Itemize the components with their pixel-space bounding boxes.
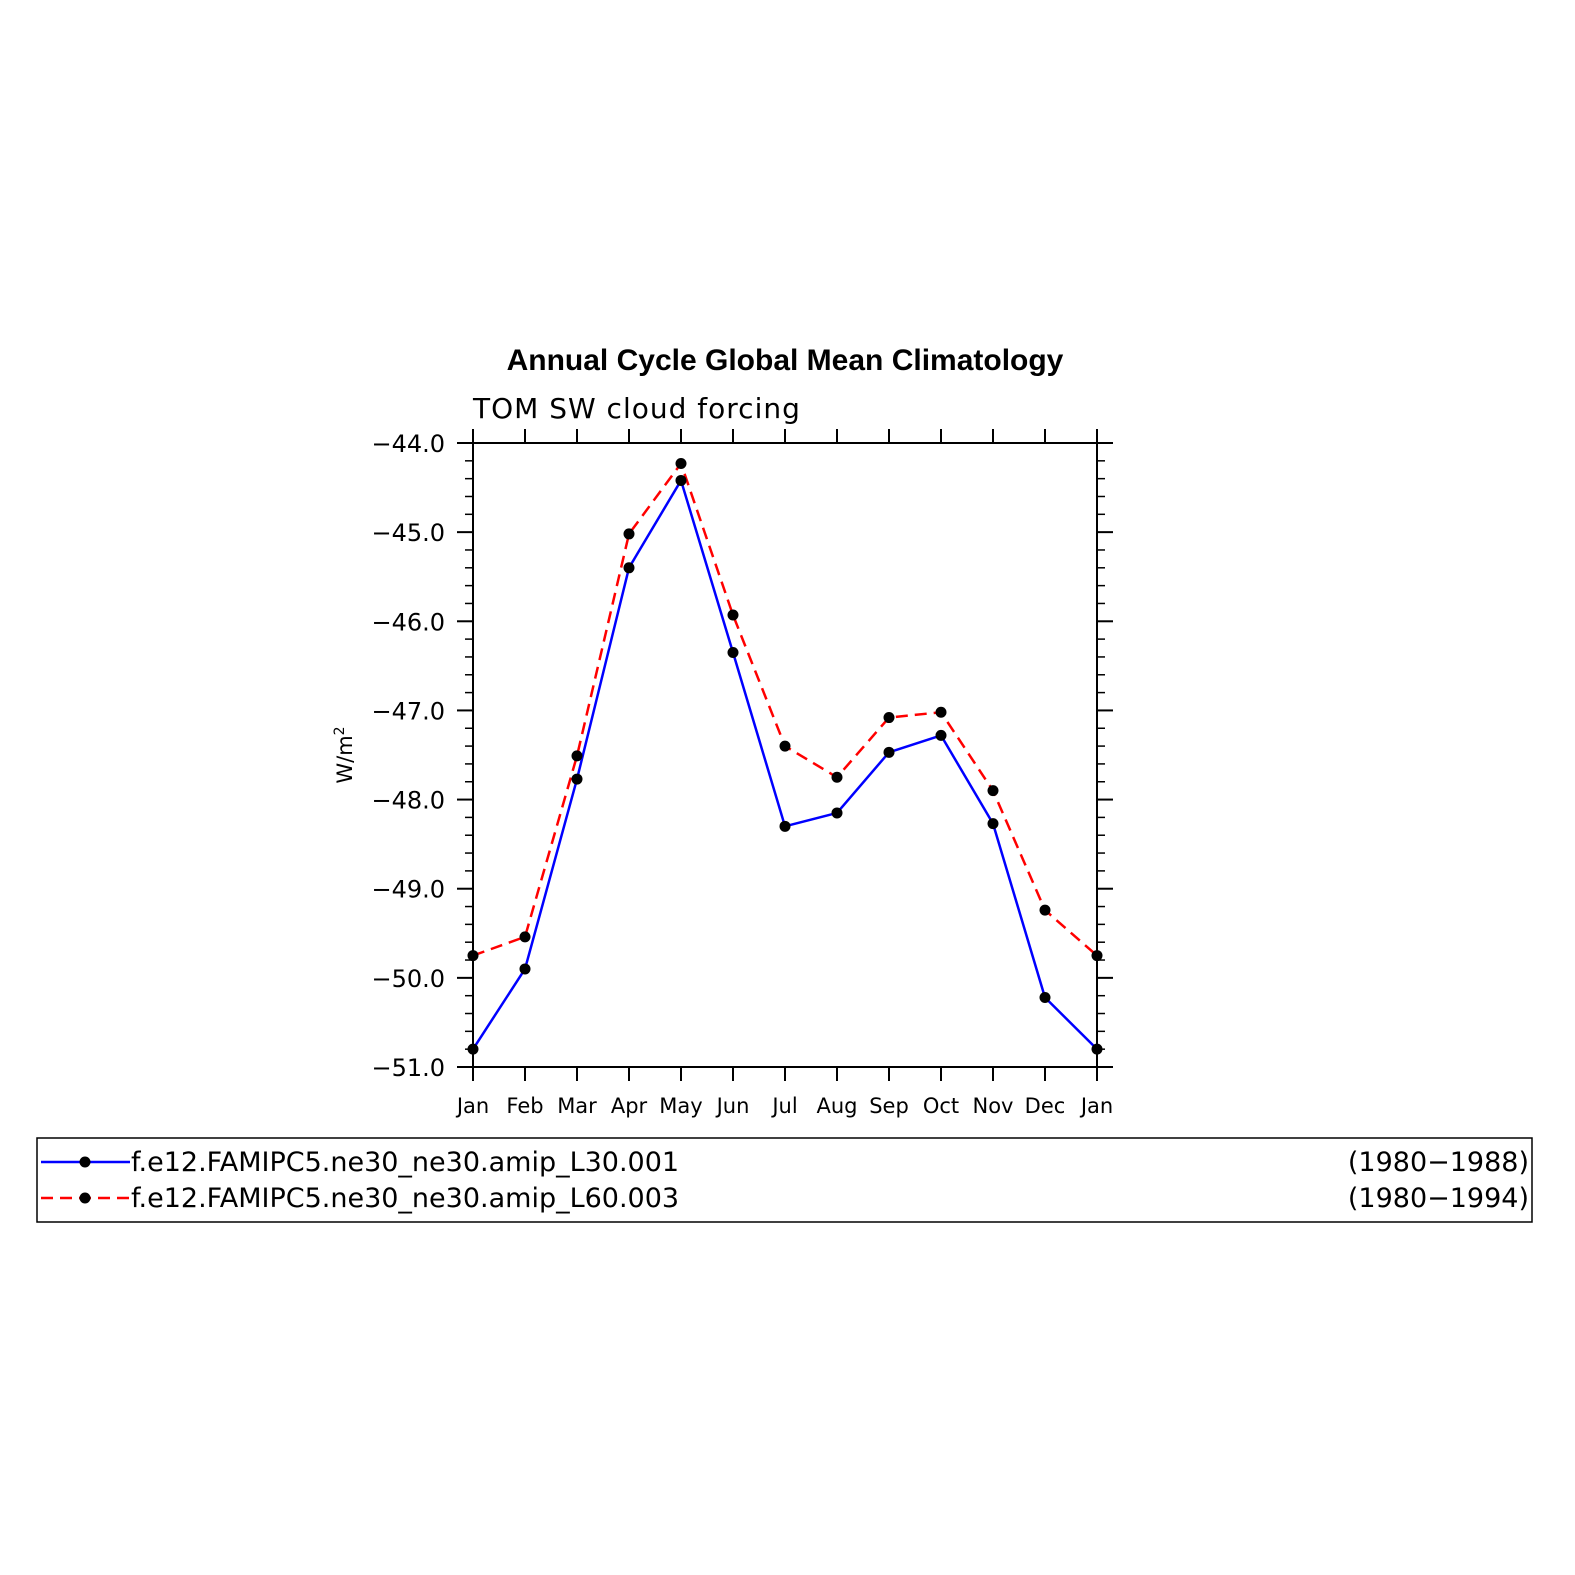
x-tick-label: May bbox=[659, 1094, 702, 1118]
data-point-series-2 bbox=[623, 528, 635, 540]
data-point-series-1 bbox=[1091, 1043, 1103, 1055]
plot-frame bbox=[472, 442, 1098, 1068]
legend-entry-1: f.e12.FAMIPC5.ne30_ne30.amip_L30.001 (19… bbox=[41, 1147, 1529, 1178]
chart-title: Annual Cycle Global Mean Climatology bbox=[507, 344, 1064, 377]
data-point-series-2 bbox=[935, 706, 947, 718]
data-point-series-2 bbox=[1091, 950, 1103, 962]
y-tick-label: −44.0 bbox=[371, 430, 445, 458]
data-point-series-1 bbox=[675, 474, 687, 486]
legend: f.e12.FAMIPC5.ne30_ne30.amip_L30.001 (19… bbox=[36, 1137, 1533, 1223]
legend-label-1: f.e12.FAMIPC5.ne30_ne30.amip_L30.001 bbox=[131, 1147, 679, 1178]
x-tick-label: Oct bbox=[923, 1094, 959, 1118]
x-tick-label: Sep bbox=[869, 1094, 909, 1118]
data-point-series-1 bbox=[935, 729, 947, 741]
data-point-series-1 bbox=[519, 963, 531, 975]
y-tick-label: −51.0 bbox=[371, 1054, 445, 1082]
legend-marker-1 bbox=[79, 1156, 91, 1168]
y-tick-label: −47.0 bbox=[371, 697, 445, 725]
plot-area: Jan Feb Mar Apr May Jun Jul Aug Sep Oct Nov Dec Jan−… bbox=[371, 429, 1113, 1118]
data-point-series-2 bbox=[675, 458, 687, 470]
data-point-series-2 bbox=[779, 740, 791, 752]
data-point-series-2 bbox=[467, 950, 479, 962]
data-point-series-1 bbox=[727, 646, 739, 658]
data-point-series-1 bbox=[779, 820, 791, 832]
y-axis-label-superscript: 2 bbox=[332, 726, 348, 735]
y-axis-label: W/m2 bbox=[332, 726, 357, 783]
data-point-series-2 bbox=[727, 609, 739, 621]
x-tick-label: Jul bbox=[770, 1094, 797, 1118]
data-point-series-2 bbox=[571, 750, 583, 762]
x-tick-label: Aug bbox=[816, 1094, 857, 1118]
data-point-series-1 bbox=[987, 818, 999, 830]
legend-marker-2 bbox=[79, 1192, 91, 1204]
data-point-series-1 bbox=[571, 773, 583, 785]
chart-subtitle: TOM SW cloud forcing bbox=[472, 392, 801, 425]
data-point-series-1 bbox=[1039, 991, 1051, 1003]
data-point-series-2 bbox=[987, 785, 999, 797]
x-tick-label: Nov bbox=[973, 1094, 1014, 1118]
y-tick-label: −50.0 bbox=[371, 965, 445, 993]
x-tick-label: Jan bbox=[1079, 1094, 1113, 1118]
data-point-series-1 bbox=[831, 807, 843, 819]
y-axis-label-base: W/m bbox=[333, 735, 357, 783]
data-point-series-2 bbox=[1039, 904, 1051, 916]
legend-label-2: f.e12.FAMIPC5.ne30_ne30.amip_L60.003 bbox=[131, 1183, 679, 1214]
series-line-2 bbox=[472, 462, 1098, 957]
legend-entry-2: f.e12.FAMIPC5.ne30_ne30.amip_L60.003 (19… bbox=[41, 1183, 1529, 1214]
legend-period-2: (1980−1994) bbox=[1348, 1183, 1529, 1214]
data-point-series-2 bbox=[519, 931, 531, 943]
x-tick-label: Dec bbox=[1025, 1094, 1066, 1118]
legend-box bbox=[36, 1137, 1533, 1223]
data-point-series-2 bbox=[883, 712, 895, 724]
x-tick-label: Jan bbox=[455, 1094, 489, 1118]
x-tick-label: Mar bbox=[557, 1094, 597, 1118]
y-tick-label: −48.0 bbox=[371, 787, 445, 815]
y-tick-label: −49.0 bbox=[371, 876, 445, 904]
data-point-series-2 bbox=[831, 771, 843, 783]
x-tick-label: Apr bbox=[611, 1094, 648, 1118]
x-tick-label: Feb bbox=[506, 1094, 543, 1118]
y-tick-label: −45.0 bbox=[371, 519, 445, 547]
data-point-series-1 bbox=[467, 1043, 479, 1055]
y-tick-label: −46.0 bbox=[371, 608, 445, 636]
legend-period-1: (1980−1988) bbox=[1348, 1147, 1529, 1178]
series-line-1 bbox=[471, 479, 1098, 1051]
x-tick-label: Jun bbox=[715, 1094, 750, 1118]
data-point-series-1 bbox=[883, 746, 895, 758]
data-point-series-1 bbox=[623, 562, 635, 574]
